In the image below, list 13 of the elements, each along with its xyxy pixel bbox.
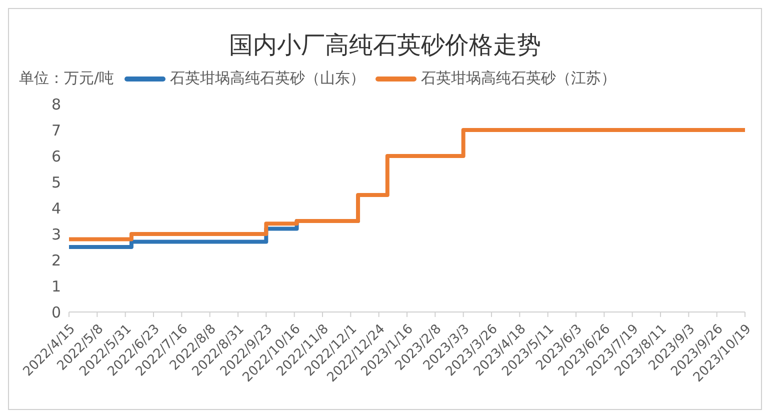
text: 单位：万元/吨 <box>19 69 114 88</box>
legend-label: 石英坩埚高纯石英砂（江苏） <box>421 69 616 88</box>
chart-title: 国内小厂高纯石英砂价格走势 <box>228 30 542 61</box>
y-tick-label: 0 <box>51 303 61 322</box>
y-tick-label: 6 <box>51 147 61 166</box>
y-tick-label: 2 <box>51 251 61 270</box>
y-tick-label: 1 <box>51 277 61 296</box>
y-tick-label: 7 <box>51 121 61 140</box>
y-tick-label: 4 <box>51 199 61 218</box>
y-tick-label: 5 <box>51 173 61 192</box>
y-tick-label: 8 <box>51 95 61 114</box>
y-tick-label: 3 <box>51 225 61 244</box>
legend-label: 石英坩埚高纯石英砂（山东） <box>170 69 366 88</box>
